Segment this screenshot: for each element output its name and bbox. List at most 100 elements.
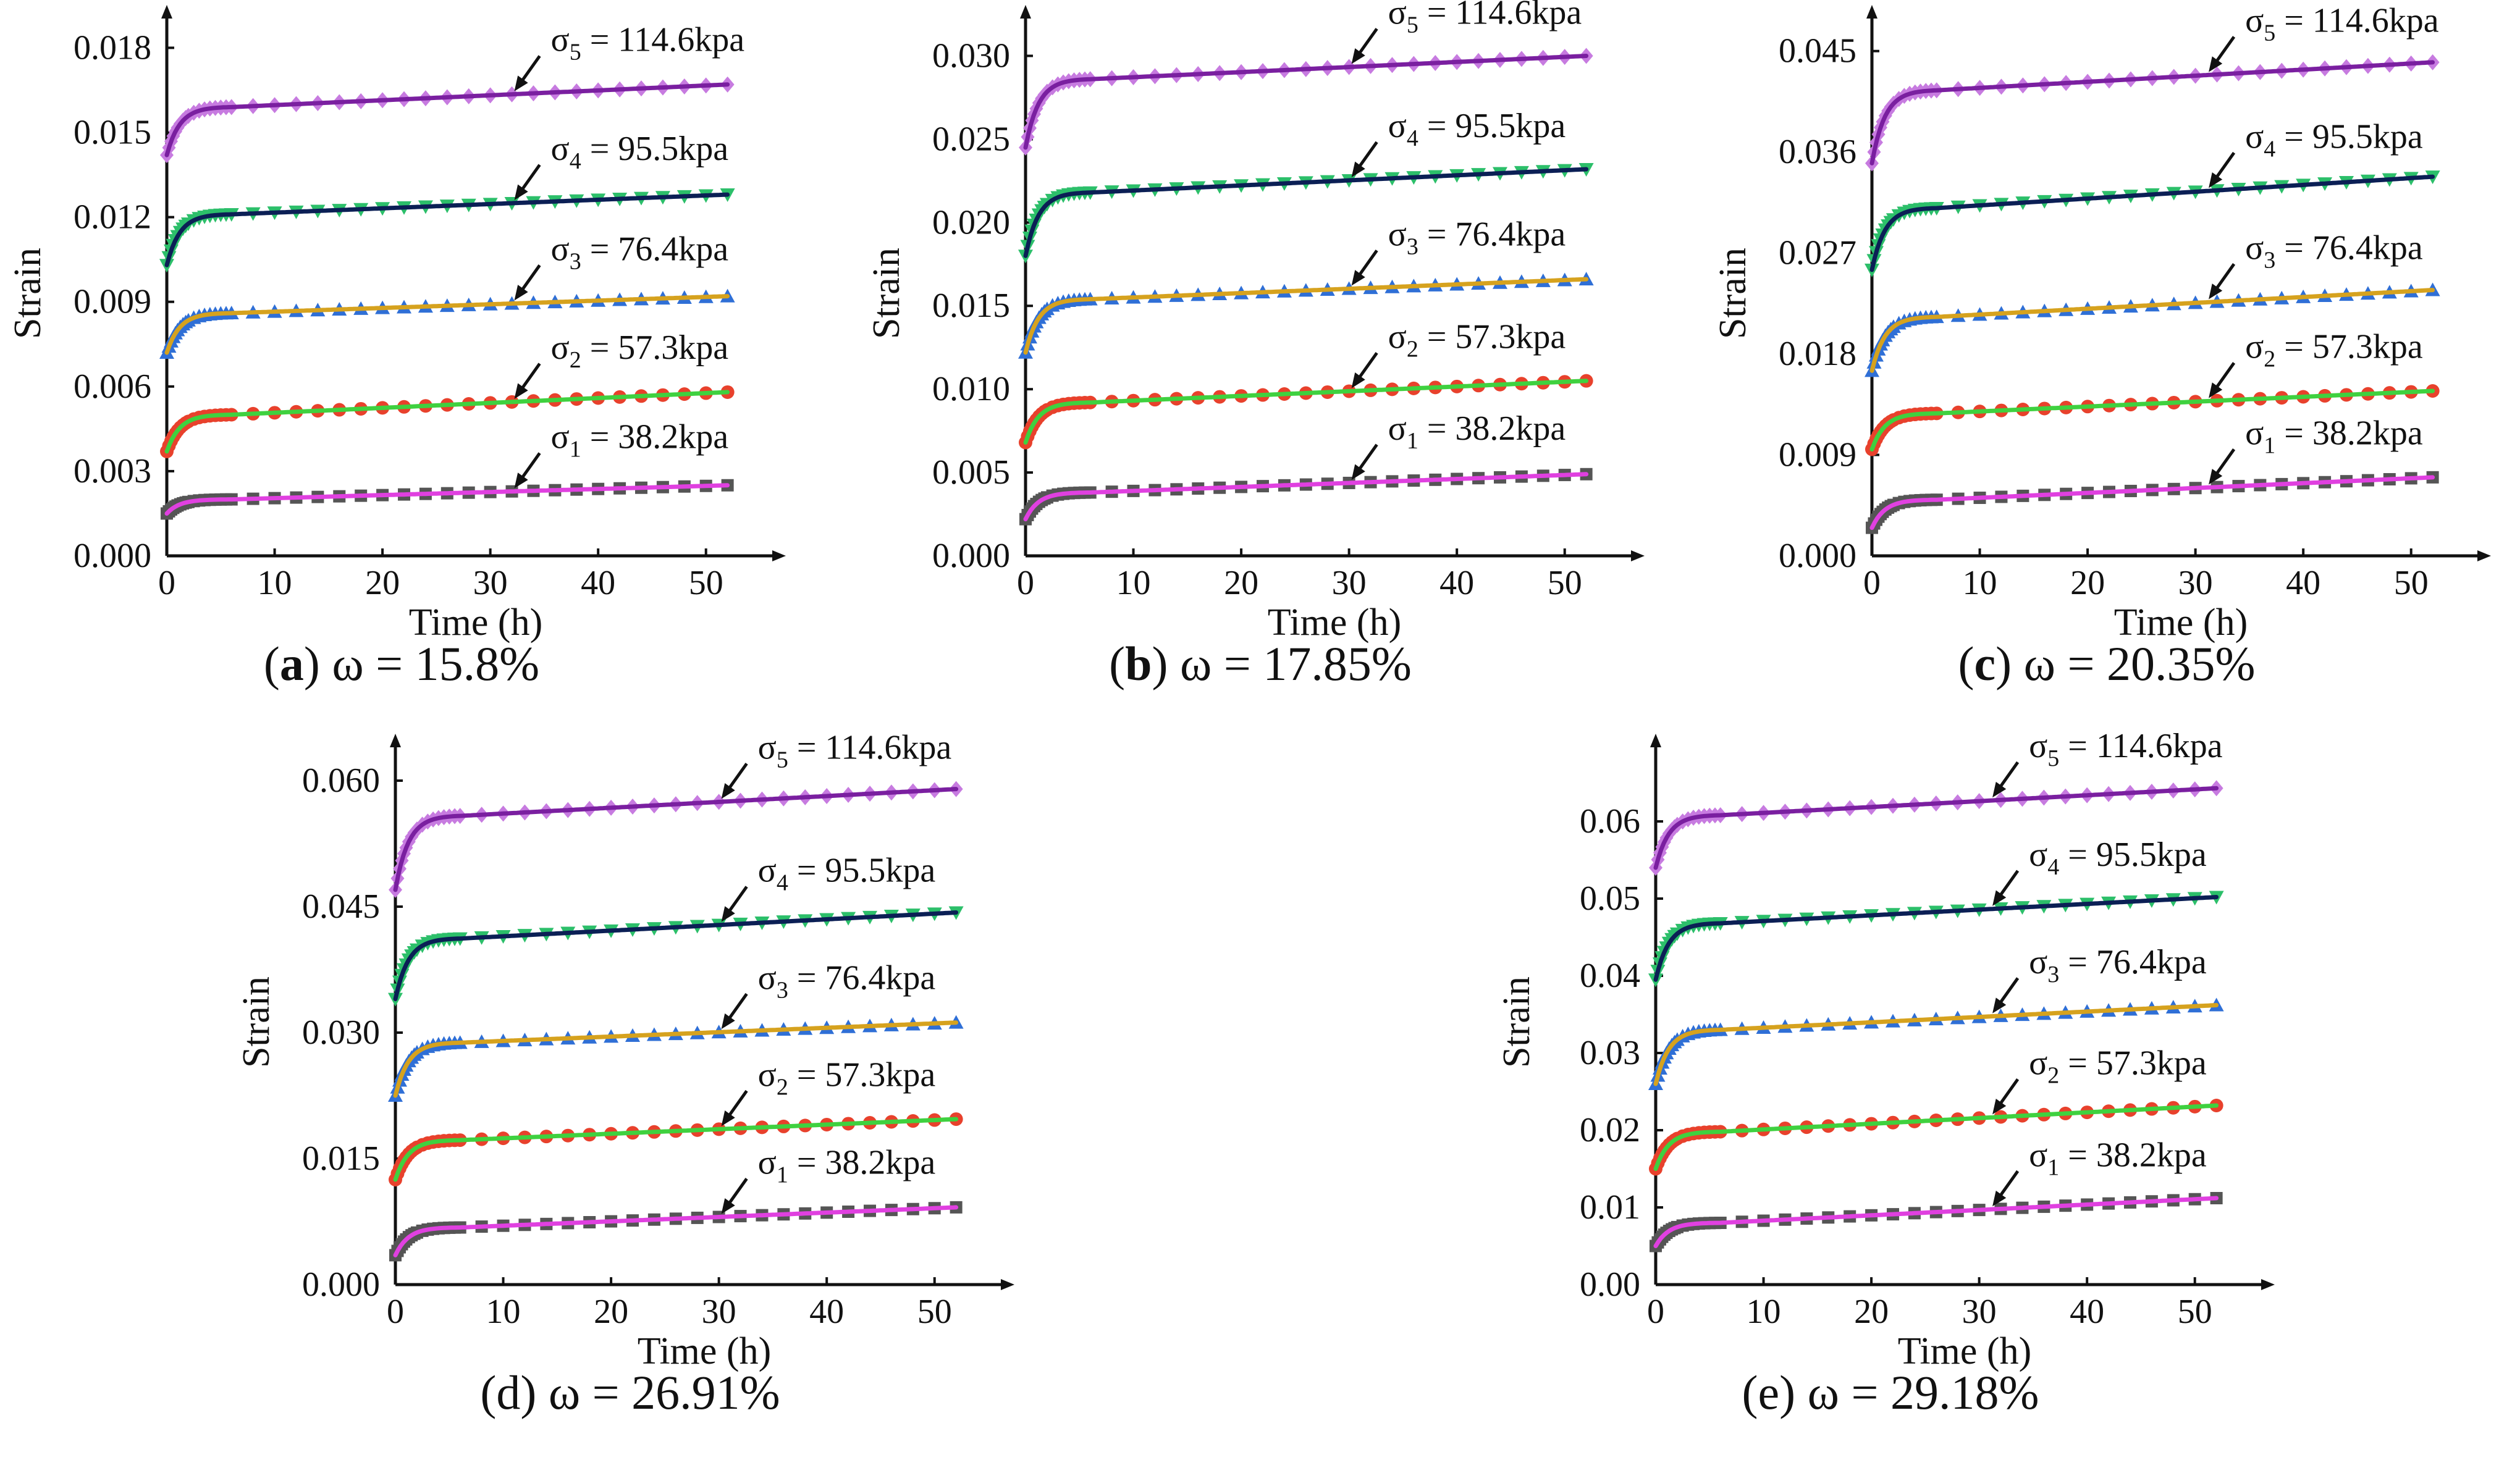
y-tick-label: 0.03 bbox=[1580, 1034, 1640, 1072]
x-tick-label: 50 bbox=[2178, 1293, 2212, 1331]
annotation-arrowhead bbox=[1351, 161, 1365, 178]
x-tick-label: 30 bbox=[2178, 564, 2213, 602]
fit-line bbox=[164, 192, 730, 267]
x-tick-label: 30 bbox=[1962, 1293, 1997, 1331]
y-tick-label: 0.015 bbox=[932, 287, 1010, 325]
fit-line bbox=[1023, 167, 1589, 258]
x-tick-label: 50 bbox=[2394, 564, 2429, 602]
y-tick-label: 0.015 bbox=[302, 1139, 380, 1178]
fit-line bbox=[1023, 277, 1589, 355]
fit-line bbox=[1869, 475, 2435, 531]
annotation-arrowhead bbox=[2209, 56, 2223, 72]
series-4: σ4 = 95.5kpa bbox=[1648, 836, 2224, 988]
x-tick-label: 20 bbox=[1224, 564, 1258, 602]
series-label-4: σ4 = 95.5kpa bbox=[2245, 117, 2423, 162]
annotation-arrowhead bbox=[1351, 464, 1365, 480]
x-tick-label: 30 bbox=[473, 564, 508, 602]
annotation-arrowhead bbox=[1992, 781, 2007, 798]
fit-line bbox=[1023, 379, 1589, 445]
y-axis-arrowhead bbox=[1650, 734, 1661, 747]
x-axis-title: Time (h) bbox=[409, 602, 542, 644]
series-3: σ3 = 76.4kpa bbox=[1865, 229, 2440, 377]
y-tick-label: 0.018 bbox=[1779, 335, 1856, 373]
x-axis-title: Time (h) bbox=[638, 1330, 771, 1372]
chart-panel-c: 0 10 20 30 40 50 0.000 0.009 0.018 0.027 0.036 0.04… bbox=[1705, 0, 2508, 690]
y-tick-label: 0.06 bbox=[1580, 802, 1640, 841]
y-tick-label: 0.009 bbox=[74, 283, 151, 321]
y-tick-label: 0.030 bbox=[932, 36, 1010, 75]
series-4: σ4 = 95.5kpa bbox=[159, 130, 735, 273]
caption-text-c: ω = 20.35% bbox=[2023, 637, 2256, 690]
series-3: σ3 = 76.4kpa bbox=[1018, 216, 1594, 359]
series-1: σ1 = 38.2kpa bbox=[1019, 409, 1593, 526]
fit-line bbox=[1869, 60, 2435, 166]
series-2: σ2 = 57.3kpa bbox=[1019, 317, 1593, 450]
chart-panel-e: 0 10 20 30 40 50 0.00 0.01 0.02 0.03 0.04 0.05 0.06 T… bbox=[1489, 727, 2292, 1419]
y-tick-label: 0.025 bbox=[932, 120, 1010, 158]
fit-line bbox=[164, 483, 730, 516]
fit-line bbox=[393, 910, 959, 1002]
series-label-4: σ4 = 95.5kpa bbox=[2029, 836, 2207, 880]
fit-line bbox=[393, 1205, 959, 1257]
y-tick-label: 0.015 bbox=[74, 114, 151, 152]
fit-line bbox=[1653, 1196, 2219, 1248]
caption-letter-d: (d) bbox=[480, 1366, 537, 1419]
y-axis-arrowhead bbox=[390, 734, 401, 747]
chart-panel-d: 0 10 20 30 40 50 0.000 0.015 0.030 0.045 0.060 Time… bbox=[229, 728, 1032, 1419]
y-tick-label: 0.027 bbox=[1779, 234, 1856, 272]
y-axis-title: Strain bbox=[7, 248, 49, 339]
y-tick-label: 0.00 bbox=[1580, 1265, 1640, 1304]
x-tick-label: 0 bbox=[1017, 564, 1034, 602]
fit-line bbox=[1653, 786, 2219, 870]
x-tick-label: 40 bbox=[809, 1293, 844, 1331]
series-label-4: σ4 = 95.5kpa bbox=[551, 130, 729, 174]
y-tick-label: 0.000 bbox=[932, 537, 1010, 575]
y-tick-label: 0.005 bbox=[932, 453, 1010, 492]
fit-line bbox=[1869, 388, 2435, 451]
x-tick-label: 50 bbox=[689, 564, 723, 602]
fit-line bbox=[393, 787, 959, 892]
x-tick-label: 40 bbox=[581, 564, 615, 602]
axes: 0 10 20 30 40 50 0.000 0.015 0.030 0.045 0.060 bbox=[302, 734, 1014, 1331]
x-tick-label: 0 bbox=[158, 564, 175, 602]
fit-line bbox=[164, 390, 730, 454]
caption-b: (b) ω = 17.85% bbox=[859, 636, 1662, 692]
y-tick-label: 0.000 bbox=[74, 537, 151, 575]
series-2: σ2 = 57.3kpa bbox=[1865, 328, 2440, 456]
series-label-2: σ2 = 57.3kpa bbox=[758, 1055, 936, 1100]
caption-text-d: ω = 26.91% bbox=[548, 1366, 780, 1419]
x-tick-label: 20 bbox=[1854, 1293, 1889, 1331]
axes: 0 10 20 30 40 50 0.00 0.01 0.02 0.03 0.04 0.05 0.06 bbox=[1580, 734, 2275, 1331]
y-tick-label: 0.009 bbox=[1779, 436, 1856, 474]
annotation-arrowhead bbox=[721, 1110, 735, 1126]
y-tick-label: 0.018 bbox=[74, 28, 151, 67]
y-tick-label: 0.020 bbox=[932, 203, 1010, 241]
annotation-arrowhead bbox=[514, 383, 528, 399]
series-label-2: σ2 = 57.3kpa bbox=[1388, 317, 1566, 362]
fit-line bbox=[1653, 895, 2219, 982]
annotation-arrowhead bbox=[1992, 1099, 2007, 1115]
series-label-1: σ1 = 38.2kpa bbox=[1388, 409, 1566, 454]
annotation-arrowhead bbox=[514, 184, 528, 200]
y-tick-label: 0.030 bbox=[302, 1013, 380, 1052]
series-label-5: σ5 = 114.6kpa bbox=[1388, 0, 1582, 38]
fit-line bbox=[164, 294, 730, 355]
x-tick-label: 40 bbox=[2070, 1293, 2104, 1331]
annotation-arrowhead bbox=[2209, 382, 2223, 398]
caption-letter-b: (b) bbox=[1109, 637, 1168, 690]
series-label-1: σ1 = 38.2kpa bbox=[2029, 1136, 2207, 1180]
y-tick-label: 0.02 bbox=[1580, 1111, 1640, 1149]
y-tick-label: 0.060 bbox=[302, 761, 380, 800]
y-axis-arrowhead bbox=[1866, 5, 1877, 19]
axes: 0 10 20 30 40 50 0.000 0.003 0.006 0.009 0.012 0.01… bbox=[74, 5, 786, 602]
x-tick-label: 20 bbox=[2070, 564, 2105, 602]
x-tick-label: 0 bbox=[387, 1293, 404, 1331]
y-tick-label: 0.000 bbox=[302, 1265, 380, 1304]
annotation-arrowhead bbox=[1992, 890, 2007, 906]
y-tick-label: 0.036 bbox=[1779, 133, 1856, 171]
series-2: σ2 = 57.3kpa bbox=[160, 329, 735, 458]
y-tick-label: 0.05 bbox=[1580, 879, 1640, 918]
chart-a: 0 10 20 30 40 50 0.000 0.003 0.006 0.009 0.012 0.01… bbox=[7, 5, 786, 644]
annotation-arrowhead bbox=[514, 75, 528, 91]
